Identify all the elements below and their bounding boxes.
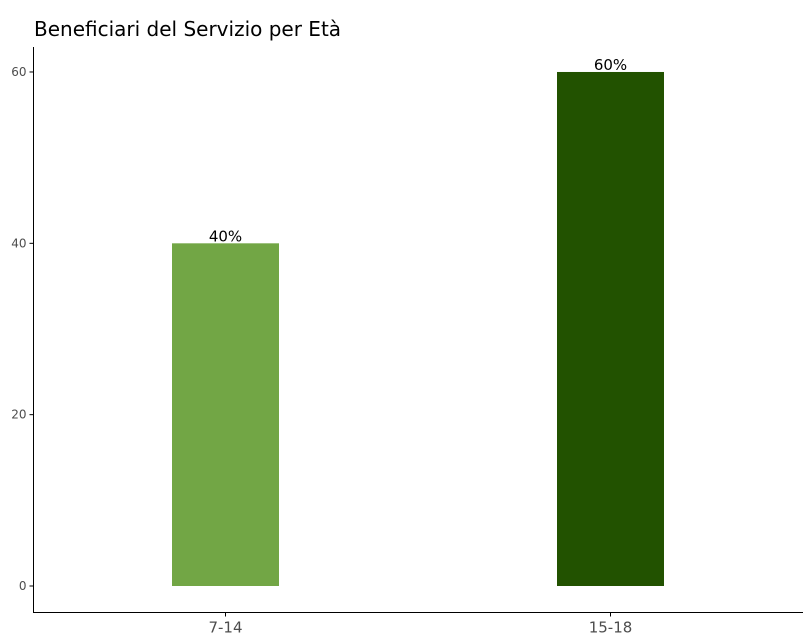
x-tick-label: 15-18	[589, 619, 633, 633]
y-tick-label: 40	[11, 236, 26, 250]
data-label: 60%	[594, 56, 627, 74]
y-tick-label: 20	[11, 408, 26, 422]
x-tick-label: 7-14	[208, 619, 242, 633]
bar-7-14	[172, 243, 279, 586]
chart-title: Beneficiari del Servizio per Età	[34, 17, 341, 41]
y-tick-label: 60	[11, 65, 26, 79]
data-label: 40%	[209, 227, 242, 245]
bar-15-18	[557, 71, 664, 587]
y-tick-label: 0	[19, 579, 27, 593]
plot-area: 0 20 40 60 40% 7-14 60% 15-18	[11, 56, 664, 633]
